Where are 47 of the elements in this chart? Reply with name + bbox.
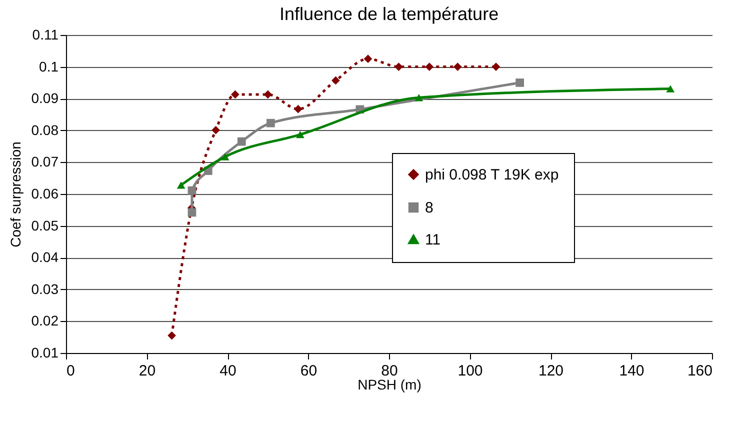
point [168,331,176,340]
y-tick-label: 0.11 [32,26,59,42]
y-tick-label: 0.05 [31,217,59,234]
point [220,153,230,160]
x-tick-label: 80 [381,362,398,380]
x-tick-label: 20 [138,362,156,380]
legend-label: phi 0.098 T 19K exp [425,166,559,184]
y-tick-label: 0.02 [31,312,59,329]
point [266,118,275,128]
x-tick-label: 0 [66,362,75,380]
point [294,104,302,114]
point [264,90,272,99]
y-tick-label: 0.07 [31,154,59,170]
point [296,130,304,138]
point [414,94,424,102]
y-tick-label: 0.1 [39,58,59,74]
point [188,208,196,217]
point [212,126,220,134]
y-axis-title: Coef surpression [7,142,24,248]
x-tick-label: 60 [300,362,318,380]
x-tick-label: 40 [220,362,236,380]
point [492,62,500,71]
y-tick-label: 0.01 [31,344,59,360]
legend-label: 11 [425,232,441,248]
point [425,62,434,71]
point [364,54,372,64]
point [188,186,196,195]
y-tick-label: 0.06 [31,186,59,202]
x-tick-label: 160 [687,362,712,380]
y-tick-label: 0.09 [31,90,59,106]
point [176,181,186,189]
y-tick-label: 0.03 [31,280,59,297]
point [332,76,340,85]
legend-label: 8 [425,200,434,216]
point [666,85,675,92]
x-axis-title: NPSH (m) [358,376,422,392]
point [516,78,524,87]
y-tick-label: 0.08 [31,122,59,138]
point [394,62,403,71]
point [453,62,462,71]
chart-title: Influence de la température [279,4,499,24]
point [230,90,240,99]
y-tick-label: 0.04 [31,249,59,266]
x-tick-label: 120 [538,362,564,380]
x-tick-label: 140 [619,362,644,380]
point [237,137,246,146]
x-tick-label: 100 [458,362,483,380]
